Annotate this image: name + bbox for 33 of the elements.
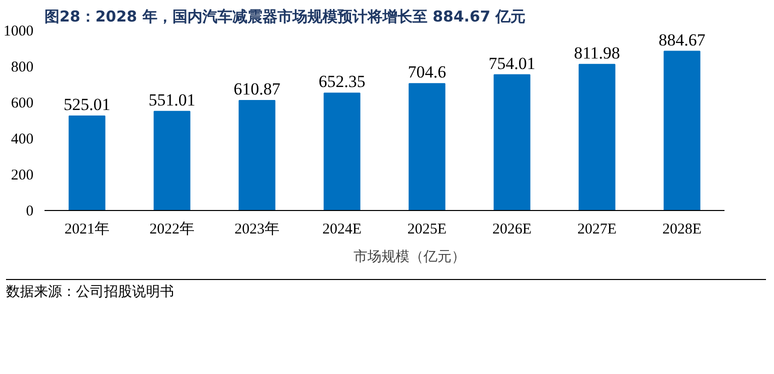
data-label: 610.87 [234, 80, 281, 99]
bar [324, 92, 360, 210]
y-tick-label: 200 [11, 168, 34, 184]
x-tick-label: 2025E [407, 222, 447, 238]
bar [68, 116, 106, 210]
bar [154, 110, 190, 210]
text: 市场规模（亿元） [354, 248, 466, 266]
x-tick-label: 2028E [662, 222, 702, 238]
y-tick-label: 400 [11, 132, 34, 148]
x-tick-label: 2022年 [150, 220, 194, 238]
x-tick-label: 2026E [492, 222, 532, 238]
data-label: 551.01 [148, 90, 196, 110]
bar [578, 64, 616, 210]
y-tick-label: 800 [11, 60, 34, 76]
data-label: 652.35 [318, 72, 366, 92]
x-tick-label: 2024E [322, 222, 362, 238]
bar [494, 74, 530, 210]
chart-title: 图28：2028 年，国内汽车减震器市场规模预计将增长至 884.67 亿元 [44, 8, 526, 26]
x-tick-label: 2027E [577, 222, 617, 238]
data-label: 811.98 [574, 43, 620, 62]
bar [664, 50, 700, 210]
source-note: 数据来源：公司招股说明书 [6, 283, 174, 302]
bar [408, 83, 446, 210]
y-tick-label: 1000 [4, 24, 34, 40]
y-tick-label: 600 [11, 96, 34, 112]
data-label: 754.01 [488, 54, 536, 73]
y-tick-label: 0 [26, 204, 34, 220]
data-label: 525.01 [64, 95, 110, 114]
data-label: 884.67 [658, 30, 706, 50]
x-tick-label: 2021年 [64, 220, 110, 238]
x-tick-label: 2023年 [234, 220, 280, 238]
bar [238, 100, 276, 210]
data-label: 704.6 [408, 62, 446, 82]
